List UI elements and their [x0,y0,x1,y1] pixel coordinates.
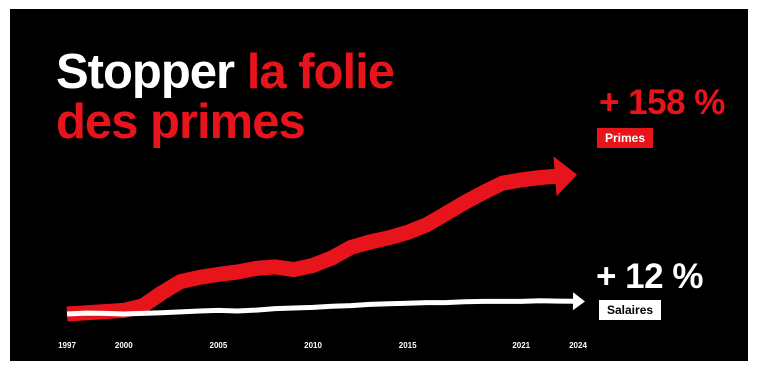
series-line-primes [66,168,567,322]
x-tick-label: 2021 [512,341,530,350]
title-part-2: la folie [246,45,395,99]
primes-annotation: + 158 % [599,83,725,122]
series-line-salaires [66,298,575,317]
series-arrowhead-primes [553,156,577,197]
salaires-legend-badge: Salaires [599,300,662,320]
primes-legend-badge: Primes [597,128,654,148]
chart-title: Stopper la folie des primes [56,45,395,149]
line-chart: 1997 2000 2005 2010 2015 2021 2024 [58,156,587,350]
x-tick-label: 2010 [304,341,322,350]
series-arrowhead-salaires [572,292,585,311]
x-tick-label: 2015 [399,341,417,350]
x-tick-label: 1997 [58,341,76,350]
chart-panel: Stopper la folie des primes 1997 2000 2005 2… [10,9,748,361]
x-tick-label: 2024 [569,341,587,350]
title-part-1: Stopper [56,45,235,99]
salaires-annotation: + 12 % [596,257,703,296]
title-part-3: des primes [56,95,306,149]
x-tick-label: 2005 [210,341,228,350]
x-tick-label: 2000 [115,341,133,350]
